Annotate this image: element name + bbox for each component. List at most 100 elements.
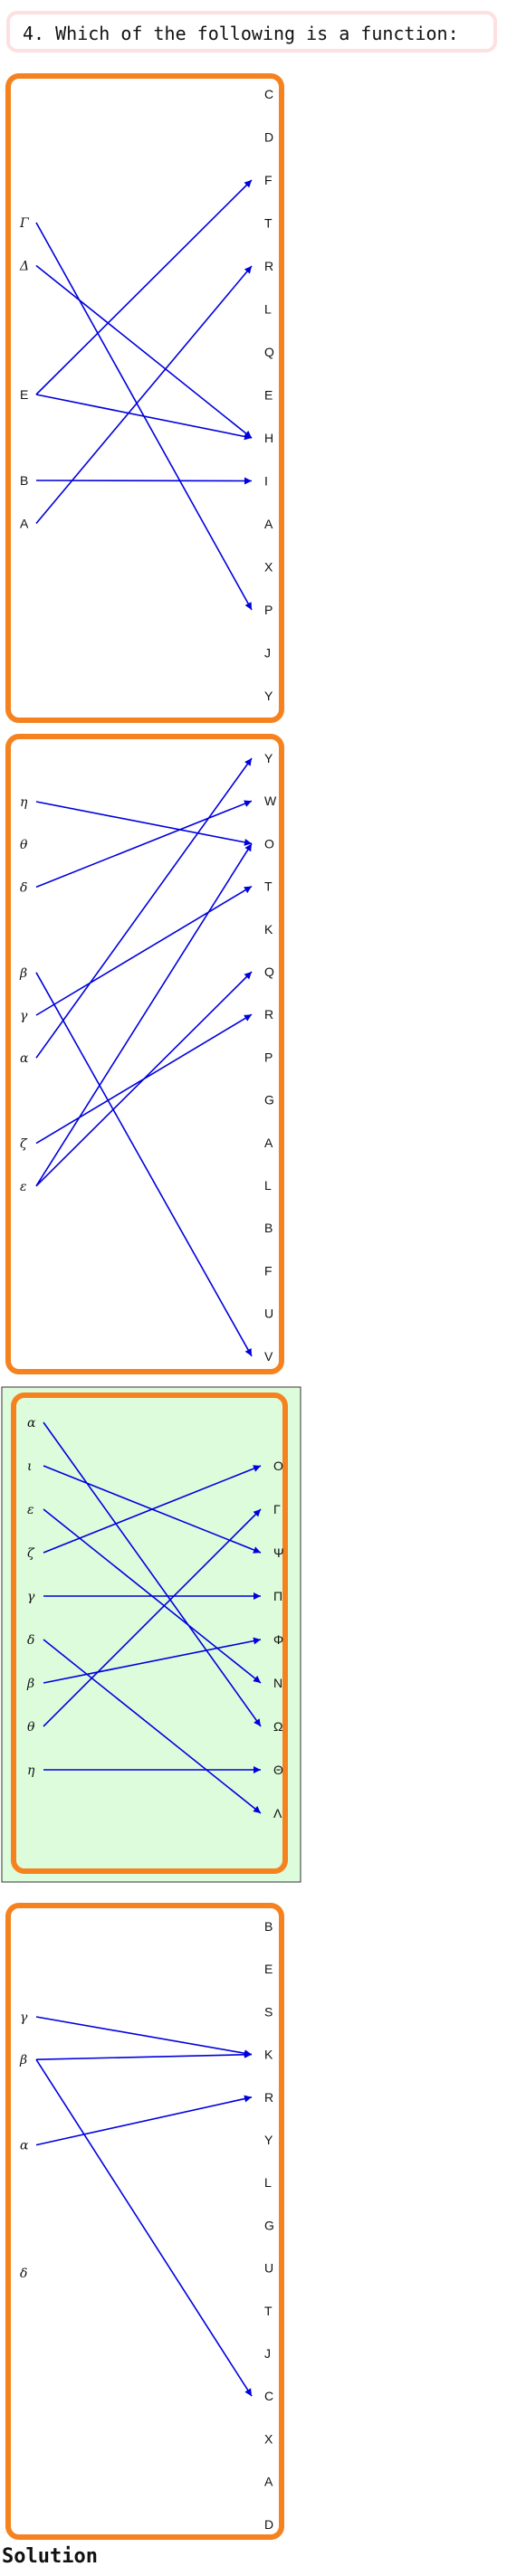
domain-label: η [27, 1763, 35, 1778]
mapping-diagram-4: γ β α δ B E S K R Y L G U T J C X A D [5, 1903, 284, 2540]
codomain-label: K [264, 922, 273, 936]
domain-label: ζ [27, 1546, 35, 1561]
codomain-label: X [264, 560, 273, 575]
mapping-diagram-2: η θ δ β γ α ζ ε Y W O T K Q R P G A L B F U V [5, 734, 284, 1374]
codomain-label: T [264, 216, 273, 231]
codomain-label: J [264, 646, 271, 661]
codomain-label: C [264, 87, 273, 101]
codomain-label: Γ [273, 1502, 281, 1516]
mapping-arrow [43, 1465, 262, 1554]
codomain-label: Y [264, 751, 273, 765]
codomain-label: B [264, 1221, 273, 1235]
mapping-arrow [35, 801, 253, 846]
codomain-label: I [264, 474, 268, 489]
mapping-arrow [35, 2050, 253, 2060]
codomain-label: R [264, 259, 273, 273]
codomain-label: S [264, 2004, 273, 2019]
codomain-label: A [264, 1136, 273, 1150]
diagram-border [11, 1393, 288, 1874]
mapping-arrow [35, 2016, 253, 2058]
mapping-arrow [43, 1637, 262, 1684]
domain-label: γ [20, 2010, 28, 2025]
mapping-arrow [35, 179, 253, 395]
domain-label: δ [27, 1633, 34, 1648]
domain-label: ζ [20, 1137, 28, 1152]
codomain-label: O [273, 1459, 283, 1473]
codomain-label: W [264, 794, 277, 808]
mapping-arrow [35, 265, 253, 525]
codomain-label: K [264, 2048, 273, 2062]
domain-label: A [20, 517, 29, 531]
domain-label: α [27, 1416, 36, 1431]
domain-label: η [20, 795, 28, 810]
mapping-arrow [35, 971, 253, 1187]
codomain-label: L [264, 302, 272, 317]
domain-label: γ [27, 1590, 35, 1604]
mapping-arrow [43, 1639, 262, 1814]
codomain-label: R [264, 1007, 273, 1022]
diagram-border [5, 1903, 284, 2540]
mapping-arrow [35, 2058, 253, 2397]
codomain-label: D [264, 130, 273, 145]
codomain-label: Q [264, 345, 274, 359]
domain-label: E [20, 387, 28, 402]
domain-label: γ [20, 1009, 28, 1023]
codomain-label: Ψ [273, 1545, 284, 1560]
codomain-label: G [264, 2218, 274, 2232]
codomain-label: F [264, 173, 273, 187]
codomain-label: Y [264, 689, 273, 703]
codomain-label: P [264, 1050, 273, 1064]
codomain-label: B [264, 1919, 273, 1934]
mapping-arrow [43, 1421, 262, 1727]
codomain-label: Π [273, 1589, 282, 1603]
codomain-label: A [264, 517, 273, 531]
domain-label: B [20, 473, 28, 488]
domain-label: δ [20, 2267, 27, 2281]
domain-label: β [19, 2053, 27, 2067]
codomain-label: Φ [273, 1632, 283, 1647]
solution-label: Solution [2, 2545, 98, 2568]
codomain-label: L [264, 2175, 272, 2190]
mapping-arrow [35, 394, 253, 441]
domain-label: δ [20, 880, 27, 895]
codomain-label: O [264, 836, 274, 851]
mapping-arrow [35, 800, 253, 889]
domain-label: β [19, 966, 27, 981]
domain-label: θ [20, 838, 28, 852]
mapping-arrow [35, 264, 253, 439]
codomain-label: R [264, 2090, 273, 2105]
domain-label: θ [27, 1720, 35, 1735]
domain-label: β [26, 1677, 34, 1691]
codomain-label: Q [264, 965, 274, 979]
domain-label: ι [27, 1459, 33, 1474]
mapping-arrow [35, 842, 253, 1187]
codomain-label: E [264, 1962, 273, 1976]
codomain-label: L [264, 1178, 272, 1193]
diagram-border [5, 73, 284, 723]
domain-label: α [20, 2139, 29, 2153]
codomain-label: N [273, 1676, 282, 1690]
codomain-label: Y [264, 2133, 273, 2147]
question-text: 4. Which of the following is a function: [23, 23, 459, 44]
codomain-label: C [264, 2389, 273, 2403]
domain-label: Δ [19, 260, 29, 274]
mapping-arrow [35, 885, 253, 1016]
codomain-label: X [264, 2431, 273, 2446]
mapping-arrow [35, 477, 253, 485]
codomain-label: J [264, 2346, 271, 2361]
domain-label: ε [27, 1503, 34, 1517]
domain-label: ε [20, 1180, 27, 1194]
codomain-label: V [264, 1349, 273, 1364]
codomain-label: U [264, 1307, 273, 1321]
domain-label: α [20, 1051, 29, 1066]
codomain-label: Θ [273, 1763, 283, 1777]
codomain-label: D [264, 2517, 273, 2532]
diagram-border [5, 734, 284, 1374]
codomain-label: P [264, 603, 273, 617]
mapping-arrow [43, 1508, 262, 1727]
question-box: 4. Which of the following is a function: [6, 11, 497, 52]
codomain-label: F [264, 1263, 273, 1278]
mapping-diagram-1: Γ Δ E B A C D F T R L Q E H I A X P J Y [5, 73, 284, 723]
codomain-label: T [264, 879, 273, 894]
